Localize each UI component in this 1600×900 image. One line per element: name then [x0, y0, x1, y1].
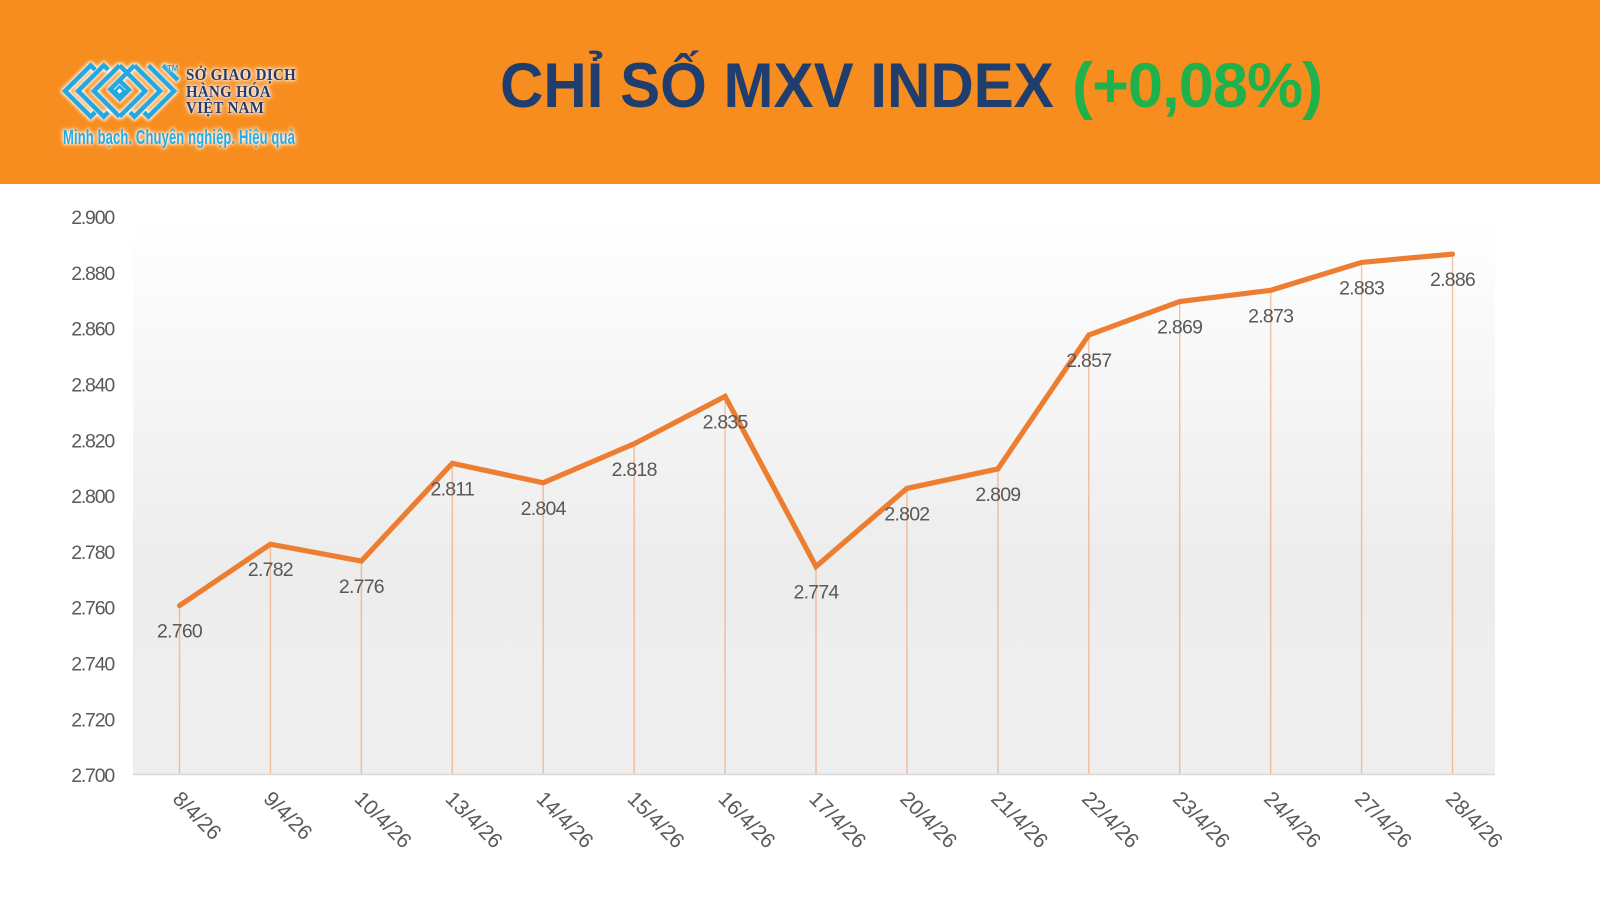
svg-text:15/4/26: 15/4/26 — [623, 787, 689, 853]
svg-text:2.800: 2.800 — [71, 486, 115, 508]
svg-text:2.804: 2.804 — [521, 498, 567, 520]
svg-text:16/4/26: 16/4/26 — [714, 787, 780, 853]
svg-text:2.802: 2.802 — [884, 503, 929, 525]
svg-text:23/4/26: 23/4/26 — [1168, 787, 1234, 853]
svg-text:2.840: 2.840 — [71, 375, 115, 397]
svg-text:21/4/26: 21/4/26 — [986, 787, 1052, 853]
svg-text:28/4/26: 28/4/26 — [1441, 787, 1507, 853]
svg-text:2.869: 2.869 — [1157, 317, 1202, 339]
svg-text:2.883: 2.883 — [1339, 277, 1384, 299]
svg-text:2.835: 2.835 — [703, 411, 749, 433]
svg-text:2.720: 2.720 — [71, 709, 115, 731]
svg-text:20/4/26: 20/4/26 — [895, 787, 961, 853]
svg-text:2.860: 2.860 — [71, 319, 115, 341]
svg-text:8/4/26: 8/4/26 — [168, 787, 226, 845]
svg-text:14/4/26: 14/4/26 — [532, 787, 598, 853]
svg-text:13/4/26: 13/4/26 — [441, 787, 507, 853]
svg-text:2.809: 2.809 — [975, 484, 1020, 506]
svg-text:2.900: 2.900 — [71, 207, 115, 229]
svg-text:2.820: 2.820 — [71, 430, 115, 452]
svg-text:2.873: 2.873 — [1248, 305, 1293, 327]
svg-text:2.782: 2.782 — [248, 559, 293, 581]
svg-text:17/4/26: 17/4/26 — [804, 787, 870, 853]
svg-text:10/4/26: 10/4/26 — [350, 787, 416, 853]
svg-text:2.740: 2.740 — [71, 654, 115, 676]
svg-text:22/4/26: 22/4/26 — [1077, 787, 1143, 853]
svg-text:2.760: 2.760 — [71, 598, 115, 620]
svg-text:2.811: 2.811 — [430, 478, 474, 500]
svg-text:2.774: 2.774 — [793, 582, 839, 604]
svg-text:2.818: 2.818 — [612, 459, 657, 481]
svg-text:9/4/26: 9/4/26 — [259, 787, 317, 845]
svg-text:2.857: 2.857 — [1066, 350, 1111, 372]
svg-text:24/4/26: 24/4/26 — [1259, 787, 1325, 853]
svg-text:2.776: 2.776 — [339, 576, 384, 598]
svg-text:2.760: 2.760 — [157, 621, 203, 643]
svg-text:2.886: 2.886 — [1430, 269, 1475, 291]
svg-text:2.780: 2.780 — [71, 542, 115, 564]
svg-text:27/4/26: 27/4/26 — [1350, 787, 1416, 853]
svg-text:2.700: 2.700 — [71, 765, 115, 787]
svg-text:2.880: 2.880 — [71, 263, 115, 285]
